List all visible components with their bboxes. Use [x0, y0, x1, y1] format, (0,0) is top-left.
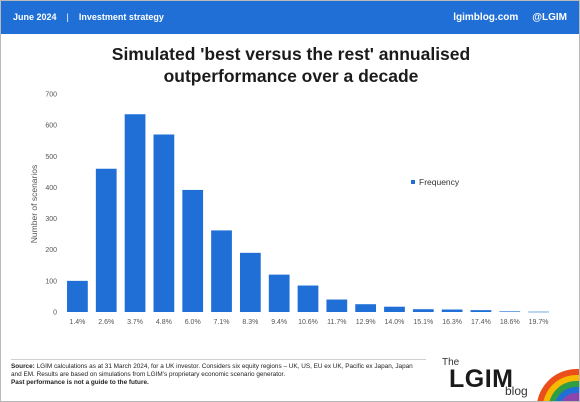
bar-16.3% [441, 309, 463, 312]
chart-title-line-2: outperformance over a decade [163, 66, 419, 86]
x-tick-label: 1.4% [69, 319, 85, 326]
header-left: June 2024 | Investment strategy [13, 12, 164, 22]
bar-9.4% [268, 274, 290, 312]
bar-2.6% [95, 168, 117, 312]
bar-14.0% [384, 306, 405, 312]
bar-12.9% [355, 304, 377, 312]
x-tick-label: 6.0% [185, 319, 201, 326]
legend-label: Frequency [419, 177, 460, 187]
logo-name: LGIM [449, 365, 514, 393]
x-tick-label: 4.8% [156, 319, 172, 326]
x-tick-label: 11.7% [327, 319, 346, 326]
bar-1.4% [67, 280, 88, 312]
x-tick-label: 19.7% [529, 319, 549, 326]
header-category: Investment strategy [78, 12, 164, 22]
header-separator: | [66, 12, 69, 22]
x-tick-label: 2.6% [98, 319, 114, 326]
bar-7.1% [211, 230, 232, 312]
bar-19.7% [528, 311, 549, 313]
bars-group [67, 114, 549, 313]
x-tick-label: 15.1% [413, 319, 433, 326]
x-tick-label: 18.6% [500, 319, 520, 326]
footnote: Source: LGIM calculations as at 31 March… [11, 363, 421, 388]
y-axis-label: Number of scenarios [29, 165, 39, 243]
performance-warning: Past performance is not a guide to the f… [11, 379, 149, 387]
lgim-blog-logo: The LGIM blog [431, 357, 579, 401]
bar-17.4% [470, 310, 492, 312]
y-tick-label: 300 [45, 216, 57, 223]
footer-divider [11, 359, 426, 360]
y-tick-label: 100 [45, 278, 57, 285]
bar-18.6% [499, 311, 521, 312]
source-text: LGIM calculations as at 31 March 2024, f… [11, 363, 413, 379]
bar-11.7% [326, 299, 348, 312]
x-tick-label: 8.3% [242, 319, 258, 326]
x-tick-label: 7.1% [214, 319, 230, 326]
y-axis: 0 100 200 300 400 500 600 700 [45, 92, 57, 317]
logo-the: The [442, 357, 460, 368]
bar-4.8% [153, 134, 175, 312]
x-tick-label: 3.7% [127, 319, 143, 326]
bar-15.1% [412, 309, 434, 312]
y-tick-label: 700 [45, 92, 57, 99]
header-bar: June 2024 | Investment strategy lgimblog.c… [1, 1, 579, 34]
header-date: June 2024 [13, 12, 57, 22]
y-tick-label: 0 [53, 310, 57, 317]
y-tick-label: 400 [45, 185, 57, 192]
y-tick-label: 200 [45, 247, 57, 254]
legend-swatch [411, 180, 415, 184]
x-tick-label: 12.9% [356, 319, 376, 326]
x-tick-label: 10.6% [298, 319, 318, 326]
header-right: lgimblog.com @LGIM [453, 12, 567, 23]
y-tick-label: 500 [45, 154, 57, 161]
logo-blog: blog [505, 384, 528, 398]
source-label: Source: [11, 363, 35, 370]
legend: Frequency [411, 177, 460, 187]
x-tick-label: 9.4% [271, 319, 287, 326]
bar-8.3% [239, 252, 261, 312]
x-tick-label: 14.0% [385, 319, 405, 326]
social-handle-link[interactable]: @LGIM [532, 12, 567, 23]
bar-3.7% [124, 114, 146, 312]
chart-title-line-1: Simulated 'best versus the rest' annuali… [111, 44, 471, 64]
x-tick-label: 17.4% [471, 319, 491, 326]
y-tick-label: 600 [45, 123, 57, 130]
bar-10.6% [297, 285, 319, 312]
bar-6.0% [182, 189, 204, 312]
chart-title: Simulated 'best versus the rest' annuali… [1, 43, 579, 87]
x-axis: 1.4% 2.6% 3.7% 4.8% 6.0% 7.1% 8.3% 9.4% 10.6% 11.… [69, 319, 548, 326]
umbrella-icon [537, 368, 579, 401]
bar-chart: 0 100 200 300 400 500 600 700 1.4% 2.6% 3.7% 4.8% 6… [29, 92, 549, 326]
site-link[interactable]: lgimblog.com [453, 12, 519, 23]
x-tick-label: 16.3% [442, 319, 462, 326]
